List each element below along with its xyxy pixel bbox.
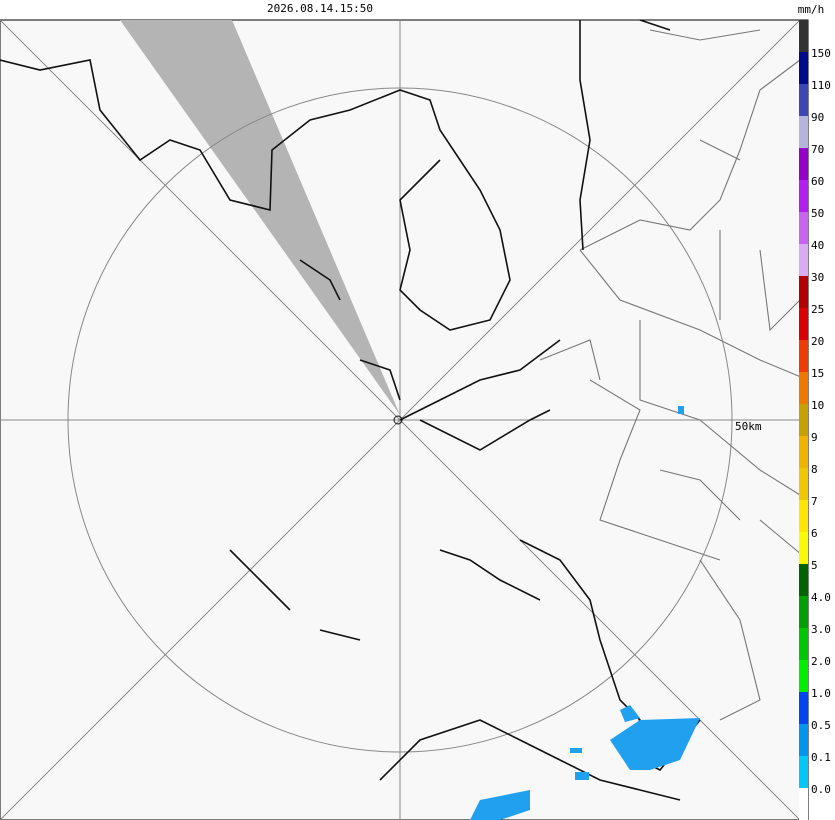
legend-label: 30 (811, 271, 824, 284)
legend-label: 20 (811, 335, 824, 348)
legend-label: 9 (811, 431, 818, 444)
legend-swatch (799, 116, 808, 148)
legend-swatch (799, 276, 808, 308)
legend-label: 0.0 (811, 783, 831, 796)
legend-swatch (799, 436, 808, 468)
legend-label: 60 (811, 175, 824, 188)
legend-swatch (799, 692, 808, 724)
legend-label: 0.1 (811, 751, 831, 764)
map: 50km (0, 19, 809, 820)
radar-site (393, 415, 403, 425)
legend-label: 5 (811, 559, 818, 572)
echo (620, 705, 640, 722)
legend-swatch (799, 788, 808, 820)
legend-swatch (799, 180, 808, 212)
legend-label: 10 (811, 399, 824, 412)
legend-label: 0.5 (811, 719, 831, 732)
echo (610, 718, 700, 770)
echo (678, 406, 684, 414)
beam-blockage (120, 20, 400, 415)
legend-label: 6 (811, 527, 818, 540)
legend-label: 90 (811, 111, 824, 124)
echo (570, 748, 582, 753)
legend-swatch (799, 212, 808, 244)
timestamp: 2026.08.14.15:50 (267, 2, 373, 15)
legend-swatch (799, 244, 808, 276)
legend-swatch (799, 756, 808, 788)
legend-label: 70 (811, 143, 824, 156)
legend-swatch (799, 596, 808, 628)
legend-label: 150 (811, 47, 831, 60)
legend-label: 8 (811, 463, 818, 476)
echo (575, 772, 589, 780)
legend-swatch (799, 308, 808, 340)
legend-swatch (799, 52, 808, 84)
legend-label: 4.0 (811, 591, 831, 604)
legend-swatch (799, 20, 808, 52)
legend-label: 2.0 (811, 655, 831, 668)
legend-label: 25 (811, 303, 824, 316)
precipitation (470, 406, 700, 820)
legend-swatch (799, 84, 808, 116)
legend-swatch (799, 628, 808, 660)
legend-label: 1.0 (811, 687, 831, 700)
echo (470, 790, 530, 820)
legend-swatch (799, 564, 808, 596)
legend-swatch (799, 340, 808, 372)
legend-swatch (799, 148, 808, 180)
coastline (0, 19, 701, 801)
legend-swatch (799, 660, 808, 692)
range-label: 50km (735, 420, 762, 433)
legend: 150 110 90 70 60 50 40 30 25 20 15 10 9 8 7 6 5 4.0 3.0 2.0… (799, 20, 831, 820)
legend-swatch (799, 532, 808, 564)
legend-label: 7 (811, 495, 818, 508)
admin-border (539, 29, 809, 721)
legend-label: 50 (811, 207, 824, 220)
legend-swatch (799, 372, 808, 404)
legend-swatch (799, 404, 808, 436)
legend-label: 3.0 (811, 623, 831, 636)
legend-label: 110 (811, 79, 831, 92)
legend-swatch (799, 468, 808, 500)
legend-swatch (799, 500, 808, 532)
legend-label: 40 (811, 239, 824, 252)
unit-label: mm/h (798, 3, 825, 16)
legend-label: 15 (811, 367, 824, 380)
legend-swatch (799, 724, 808, 756)
